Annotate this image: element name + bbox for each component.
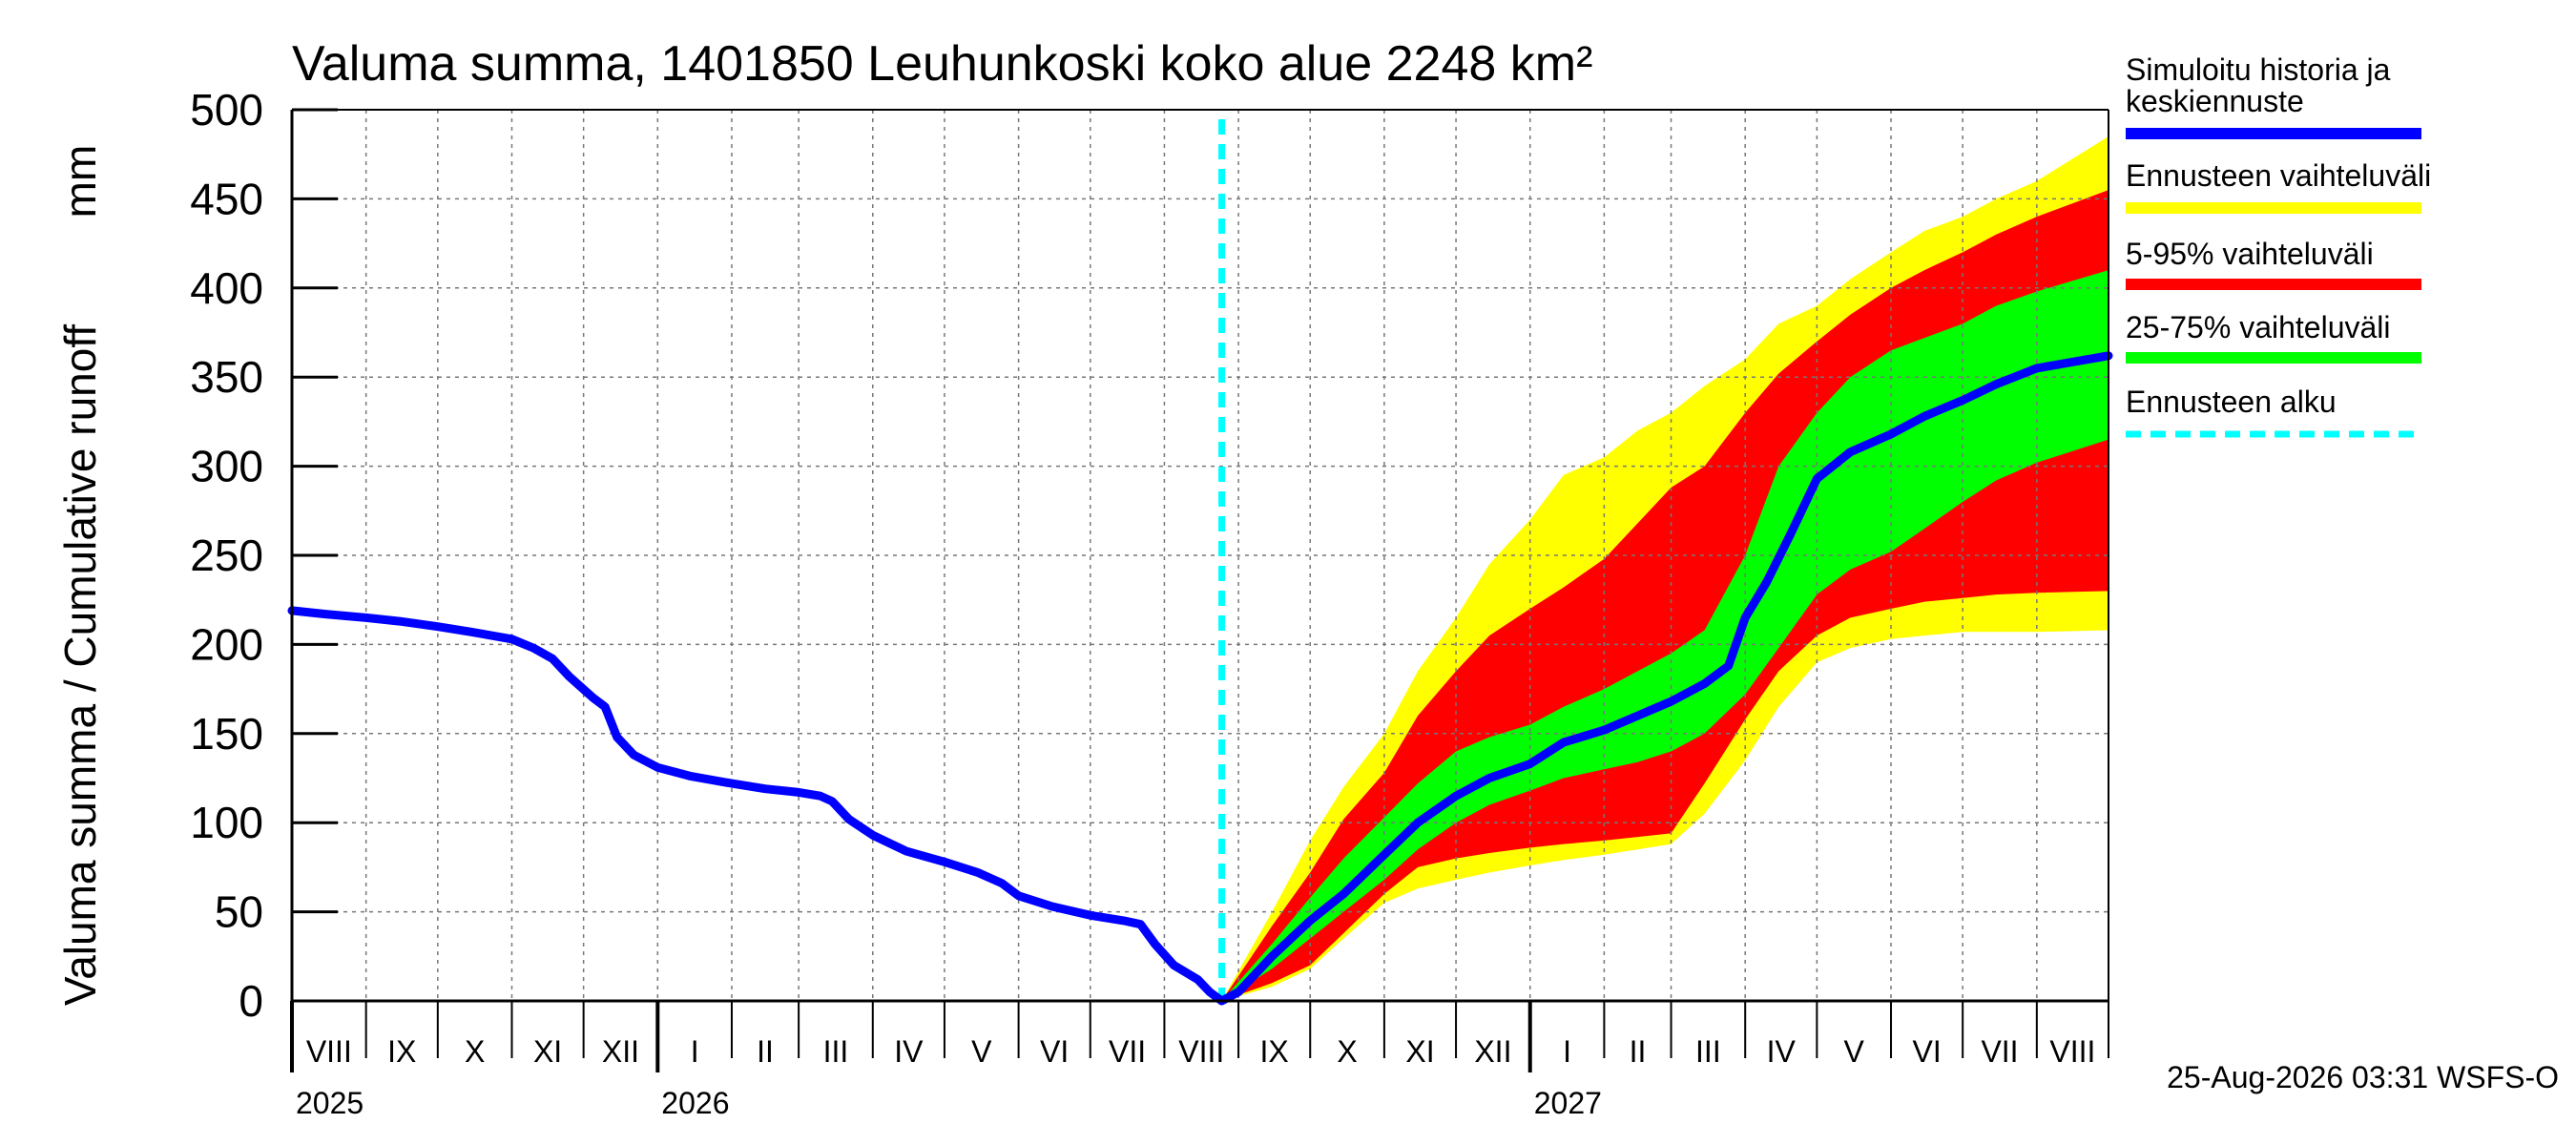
mean-series-line <box>287 351 2113 1006</box>
month-label: III <box>1695 1034 1721 1069</box>
grid-lines <box>292 109 2109 1001</box>
month-label: VII <box>1109 1034 1146 1069</box>
y-tick-label: 200 <box>190 619 263 669</box>
y-tick-label: 350 <box>190 352 263 402</box>
month-label: XI <box>1405 1034 1434 1069</box>
y-tick-label: 0 <box>239 976 263 1026</box>
month-label: III <box>823 1034 849 1069</box>
axes <box>290 109 2109 1003</box>
band-3 <box>1221 270 2109 1002</box>
month-label: I <box>691 1034 699 1069</box>
legend-label: Ennusteen vaihteluväli <box>2126 158 2431 193</box>
month-label: VII <box>1981 1034 2018 1069</box>
x-ticks: VIII IX X XI XII I II III IV V VI VII VIII IX X XI XII I I… <box>290 1001 2109 1120</box>
month-label: V <box>1844 1034 1865 1069</box>
chart-title: Valuma summa, 1401850 Leuhunkoski koko a… <box>292 36 1592 92</box>
legend-label: 25-75% vaihteluväli <box>2126 310 2391 344</box>
y-tick-label: 450 <box>190 174 263 223</box>
month-label: XII <box>1474 1034 1511 1069</box>
legend: Simuloitu historia ja keskiennuste Ennuste… <box>2126 52 2431 438</box>
month-label: VIII <box>2049 1034 2095 1069</box>
y-tick-label: 150 <box>190 709 263 759</box>
y-tick-label: 400 <box>190 263 263 313</box>
y-axis-label: Valuma summa / Cumulative runoff <box>55 324 105 1006</box>
month-label: IV <box>894 1034 924 1069</box>
month-label: VIII <box>1178 1034 1224 1069</box>
month-label: XII <box>602 1034 639 1069</box>
legend-label: Simuloitu historia ja keskiennuste <box>2126 52 2391 118</box>
y-ticks: 0 50 100 150 200 250 300 350 400 450 500 <box>190 85 338 1026</box>
month-label: IV <box>1767 1034 1797 1069</box>
y-axis-unit: mm <box>55 145 105 219</box>
y-tick-label: 100 <box>190 798 263 847</box>
month-label: II <box>757 1034 774 1069</box>
month-label: X <box>1337 1034 1357 1069</box>
month-label: VI <box>1040 1034 1069 1069</box>
month-label: X <box>465 1034 485 1069</box>
month-label: V <box>971 1034 992 1069</box>
y-tick-label: 250 <box>190 531 263 580</box>
month-label: VIII <box>306 1034 352 1069</box>
month-label: II <box>1630 1034 1647 1069</box>
year-label: 2027 <box>1534 1086 1602 1120</box>
month-label: VI <box>1912 1034 1941 1069</box>
y-tick-label: 300 <box>190 442 263 491</box>
y-tick-label: 500 <box>190 85 263 135</box>
uncertainty-bands <box>1221 136 2109 1002</box>
month-label: XI <box>533 1034 562 1069</box>
month-label: I <box>1563 1034 1571 1069</box>
timestamp: 25-Aug-2026 03:31 WSFS-O <box>2167 1060 2559 1094</box>
year-label: 2026 <box>661 1086 729 1120</box>
month-label: IX <box>1260 1034 1289 1069</box>
legend-label: Ennusteen alku <box>2126 385 2337 419</box>
month-label: IX <box>387 1034 416 1069</box>
legend-label: 5-95% vaihteluväli <box>2126 237 2374 271</box>
year-label: 2025 <box>296 1086 364 1120</box>
y-tick-label: 50 <box>215 887 263 937</box>
mean-series <box>287 351 2113 1006</box>
